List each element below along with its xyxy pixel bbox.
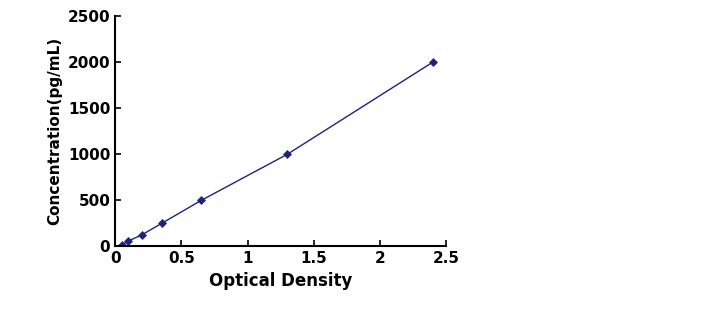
X-axis label: Optical Density: Optical Density: [209, 272, 353, 290]
Y-axis label: Concentration(pg/mL): Concentration(pg/mL): [47, 37, 62, 225]
